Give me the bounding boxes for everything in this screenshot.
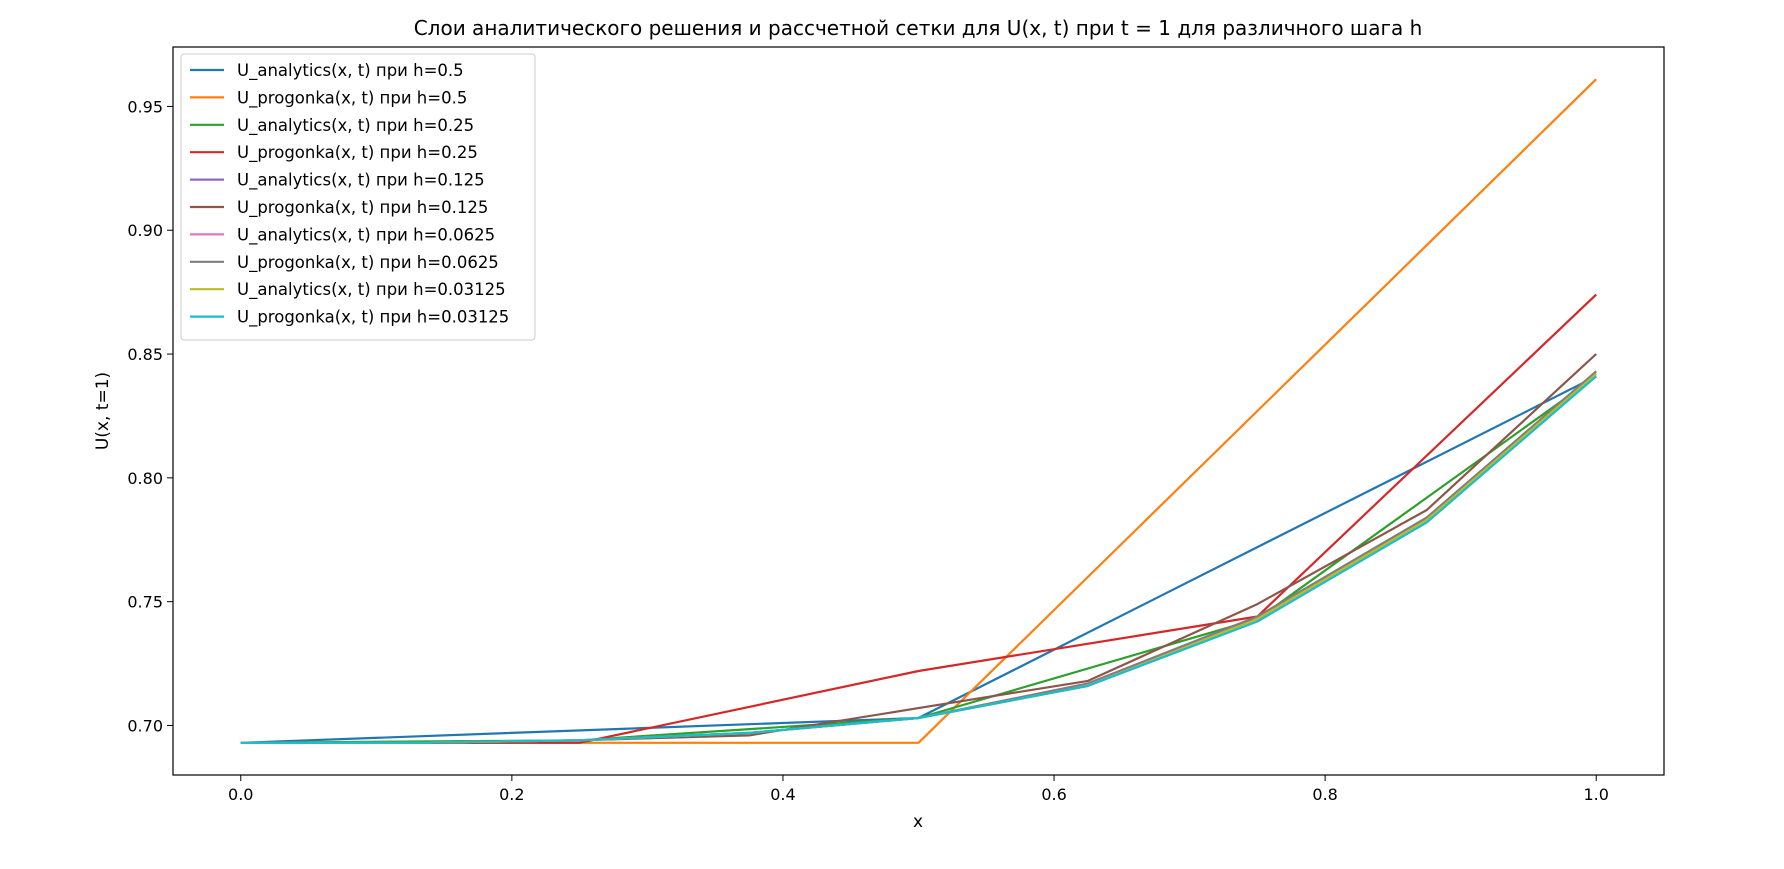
- plot-lines: [240, 78, 1597, 744]
- y-axis-ticks: 0.70 0.75 0.80 0.85 0.90 0.95: [127, 97, 173, 735]
- legend-entry: U_analytics(x, t) при h=0.25: [237, 116, 474, 136]
- legend-entry: U_analytics(x, t) при h=0.125: [237, 171, 485, 191]
- y-tick-label: 0.80: [127, 469, 163, 488]
- legend-entry: U_progonka(x, t) при h=0.5: [237, 88, 467, 108]
- y-tick-label: 0.95: [127, 97, 163, 116]
- x-tick-label: 0.4: [770, 785, 795, 804]
- legend-entry: U_progonka(x, t) при h=0.03125: [237, 308, 509, 328]
- legend-entry: U_analytics(x, t) при h=0.5: [237, 61, 464, 81]
- legend-entry: U_progonka(x, t) при h=0.0625: [237, 253, 499, 273]
- y-tick-label: 0.70: [127, 716, 163, 735]
- series-line-3: [240, 293, 1597, 744]
- x-tick-label: 0.2: [499, 785, 524, 804]
- x-axis-label: x: [913, 812, 923, 832]
- legend-entry: U_progonka(x, t) при h=0.125: [237, 198, 488, 218]
- series-line-5: [240, 353, 1597, 744]
- legend: U_analytics(x, t) при h=0.5 U_progonka(x,…: [180, 53, 536, 341]
- series-line-2: [240, 375, 1597, 744]
- series-line-8: [240, 373, 1597, 744]
- legend-entry: U_analytics(x, t) при h=0.03125: [237, 280, 506, 300]
- x-tick-label: 0.6: [1041, 785, 1066, 804]
- y-axis-label: U(x, t=1): [93, 372, 113, 450]
- plot-frame: [172, 46, 1665, 776]
- series-line-6: [240, 373, 1597, 744]
- y-tick-label: 0.90: [127, 221, 163, 240]
- series-line-7: [240, 370, 1597, 744]
- x-tick-label: 0.8: [1312, 785, 1337, 804]
- chart-title: Слои аналитического решения и рассчетной…: [414, 16, 1423, 40]
- x-axis-ticks: 0.0 0.2 0.4 0.6 0.8 1.0: [228, 775, 1609, 804]
- series-line-9: [240, 375, 1597, 744]
- y-tick-label: 0.75: [127, 593, 163, 612]
- legend-entry: U_analytics(x, t) при h=0.0625: [237, 225, 495, 245]
- y-tick-label: 0.85: [127, 345, 163, 364]
- x-tick-label: 0.0: [228, 785, 253, 804]
- series-line-0: [240, 375, 1597, 744]
- series-line-4: [240, 370, 1597, 744]
- legend-box: [180, 53, 536, 341]
- x-tick-label: 1.0: [1584, 785, 1609, 804]
- legend-entry: U_progonka(x, t) при h=0.25: [237, 143, 478, 163]
